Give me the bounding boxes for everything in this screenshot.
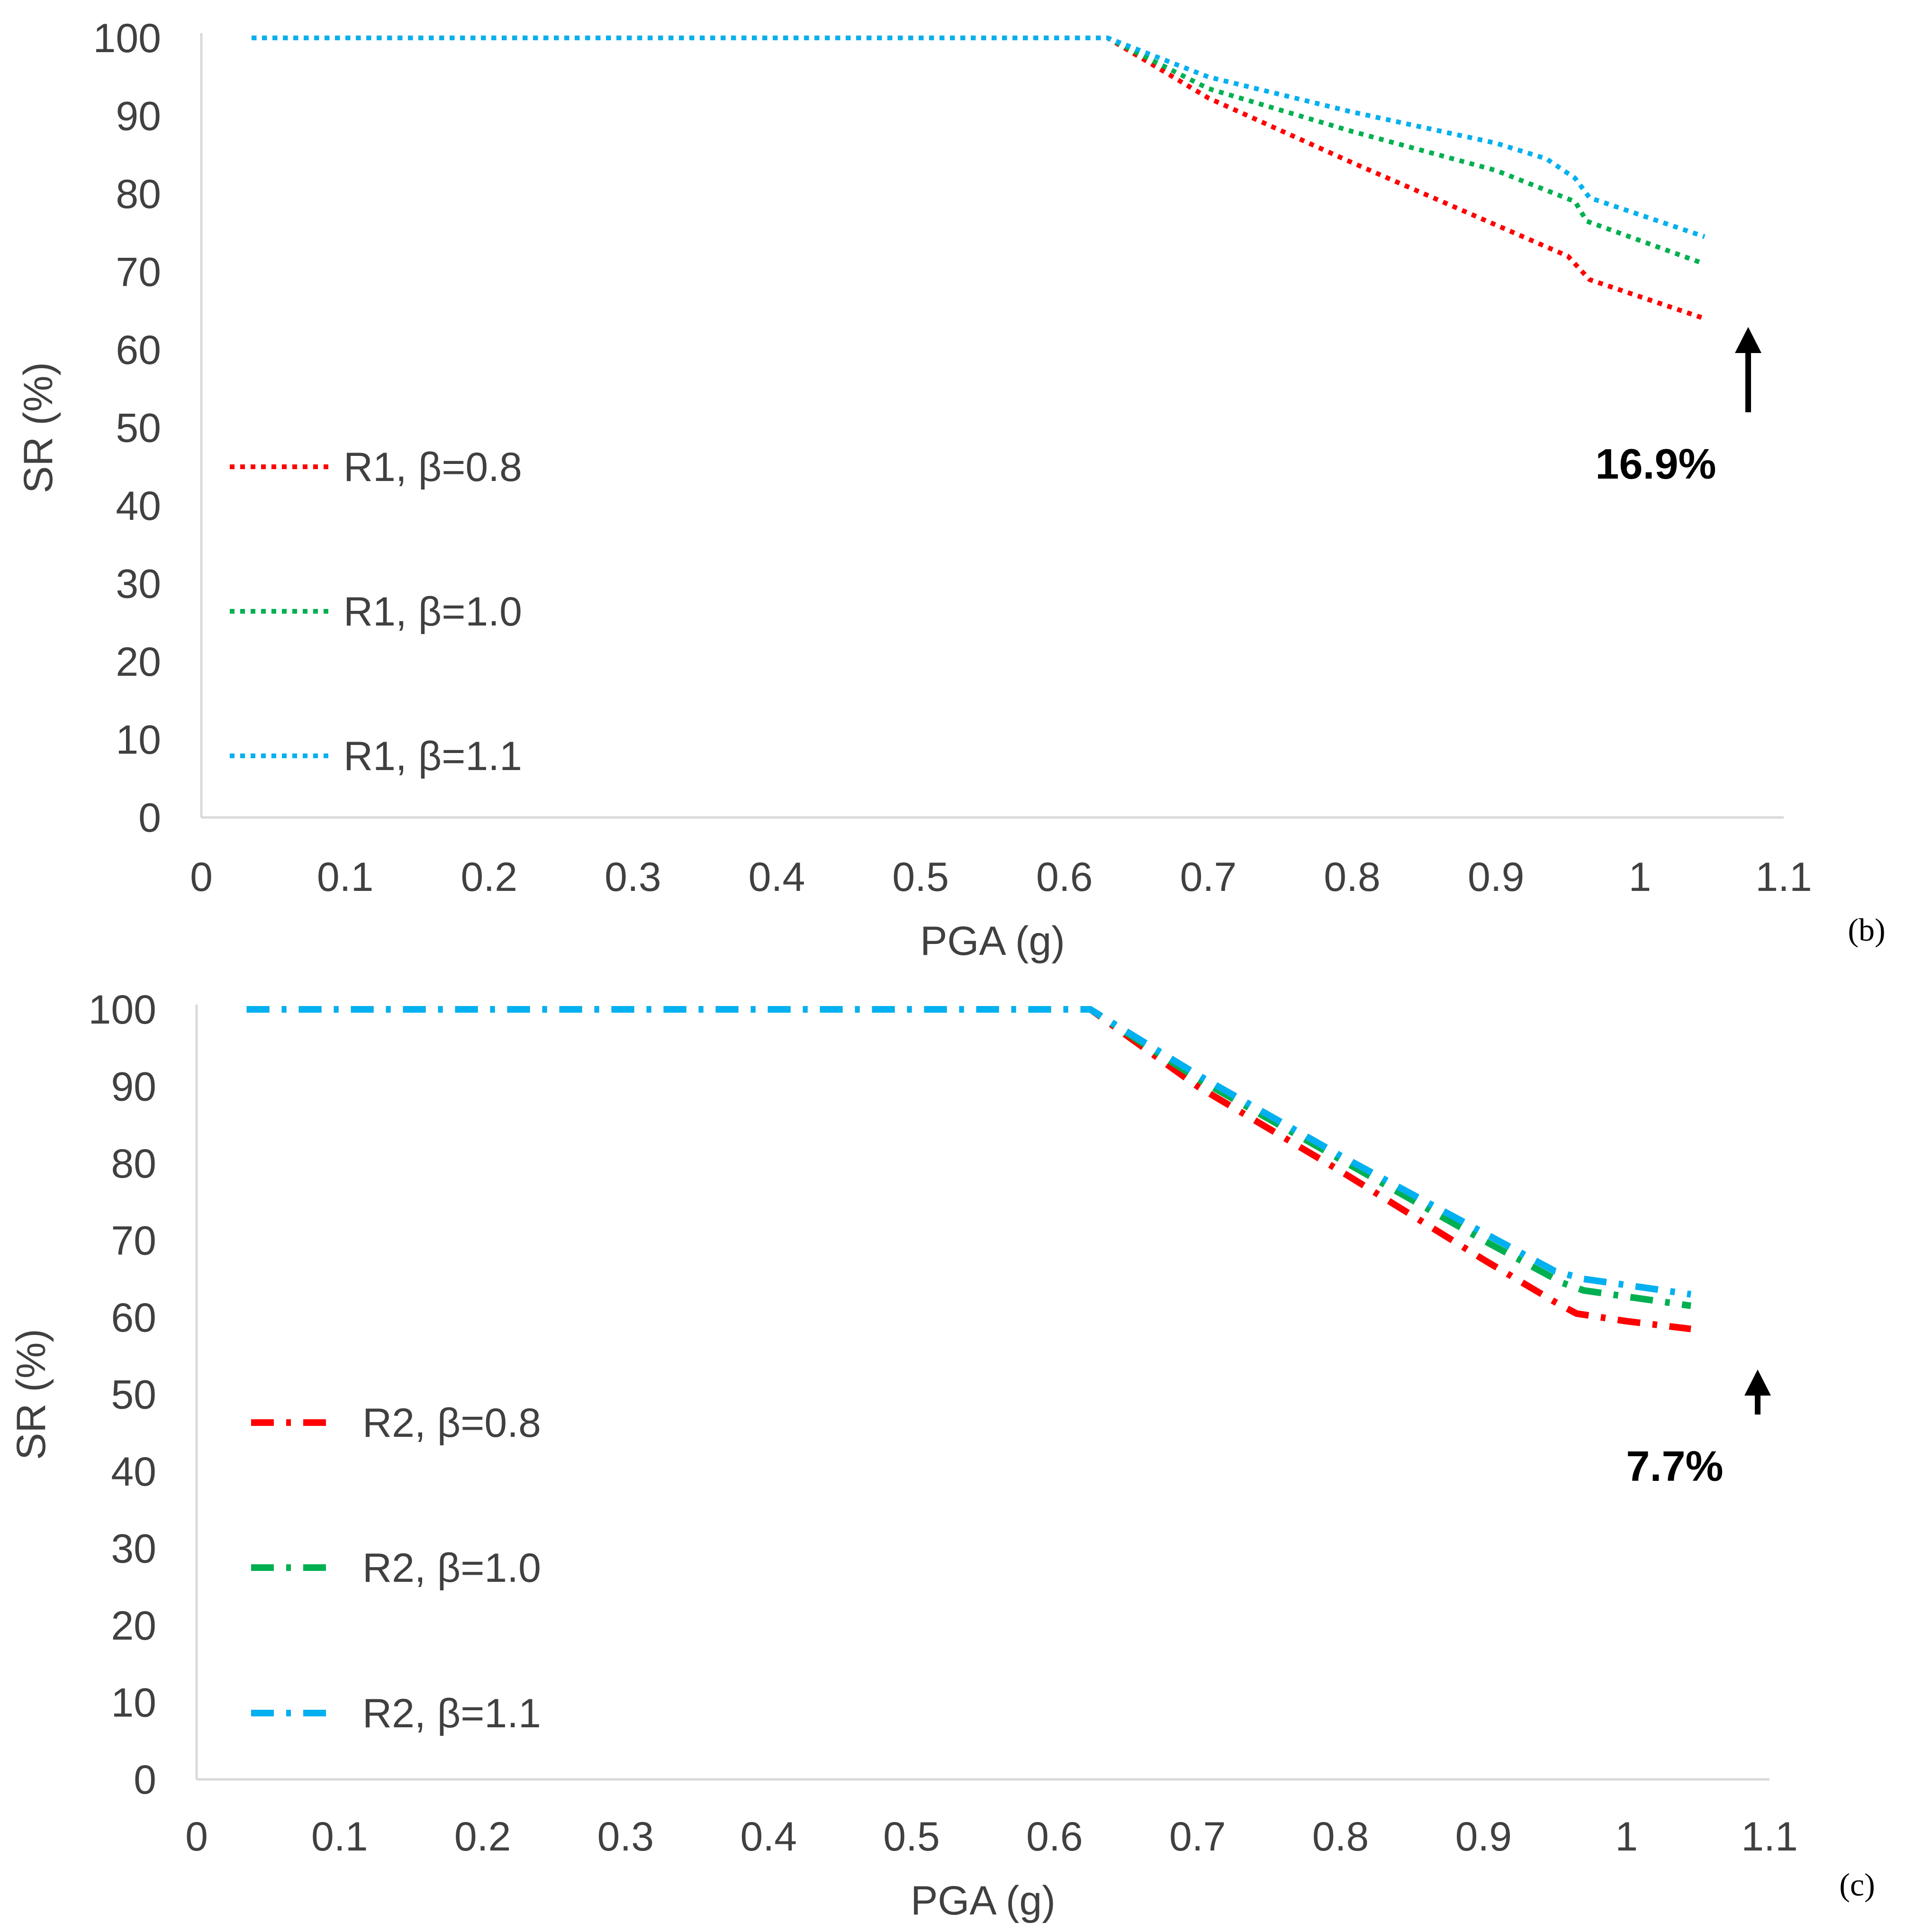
panel-label: (b) bbox=[1848, 912, 1885, 948]
x-tick-label: 0 bbox=[185, 1814, 208, 1859]
y-tick-label: 30 bbox=[116, 562, 161, 607]
y-tick-label: 100 bbox=[89, 987, 157, 1033]
annotation-label: 16.9% bbox=[1595, 441, 1716, 488]
legend-label-2: R2, β=1.0 bbox=[362, 1545, 541, 1591]
x-tick-label: 1 bbox=[1615, 1814, 1638, 1859]
y-tick-label: 100 bbox=[93, 16, 162, 61]
legend-label-1: R1, β=0.8 bbox=[343, 444, 522, 490]
annotation-label: 7.7% bbox=[1626, 1443, 1723, 1490]
x-tick-label: 0.7 bbox=[1180, 854, 1237, 900]
x-tick-label: 0.4 bbox=[740, 1814, 797, 1859]
annotation-arrowhead bbox=[1735, 327, 1761, 353]
x-axis-title: PGA (g) bbox=[911, 1878, 1056, 1923]
series-line-3 bbox=[252, 36, 1706, 239]
y-tick-label: 70 bbox=[116, 250, 161, 295]
legend-label-3: R1, β=1.1 bbox=[343, 734, 522, 779]
y-tick-label: 10 bbox=[116, 717, 161, 763]
x-tick-label: 1.1 bbox=[1741, 1814, 1798, 1859]
annotation-arrowhead bbox=[1744, 1370, 1771, 1396]
legend-label-1: R2, β=0.8 bbox=[362, 1400, 541, 1446]
y-axis-title: SR (%) bbox=[16, 362, 61, 493]
x-tick-label: 0.9 bbox=[1468, 854, 1525, 900]
legend-label-3: R2, β=1.1 bbox=[362, 1691, 541, 1736]
x-tick-label: 0.6 bbox=[1036, 854, 1093, 900]
x-tick-label: 0.2 bbox=[454, 1814, 511, 1859]
series-line-1 bbox=[246, 1006, 1691, 1333]
x-axis-title: PGA (g) bbox=[920, 918, 1065, 964]
y-tick-label: 60 bbox=[116, 327, 161, 373]
y-tick-label: 90 bbox=[111, 1064, 156, 1110]
y-tick-label: 80 bbox=[116, 172, 161, 217]
x-tick-label: 0.3 bbox=[605, 854, 661, 900]
x-tick-label: 0.2 bbox=[460, 854, 517, 900]
series-line-2 bbox=[246, 1006, 1691, 1309]
y-tick-label: 50 bbox=[116, 406, 161, 451]
y-tick-label: 90 bbox=[116, 94, 161, 139]
y-tick-label: 50 bbox=[111, 1372, 156, 1418]
y-tick-label: 20 bbox=[116, 639, 161, 685]
x-tick-label: 0.8 bbox=[1312, 1814, 1369, 1859]
x-tick-label: 0.3 bbox=[597, 1814, 654, 1859]
y-tick-label: 0 bbox=[134, 1757, 156, 1803]
x-tick-label: 0.7 bbox=[1169, 1814, 1226, 1859]
y-tick-label: 70 bbox=[111, 1218, 156, 1264]
y-tick-label: 40 bbox=[116, 483, 161, 529]
x-tick-label: 0.5 bbox=[883, 1814, 940, 1859]
x-tick-label: 0 bbox=[190, 854, 213, 900]
y-tick-label: 80 bbox=[111, 1141, 156, 1187]
series-line-2 bbox=[252, 36, 1706, 266]
y-tick-label: 40 bbox=[111, 1449, 156, 1495]
series-line-3 bbox=[246, 1006, 1691, 1298]
x-tick-label: 0.9 bbox=[1455, 1814, 1512, 1859]
x-tick-label: 0.1 bbox=[311, 1814, 368, 1859]
y-tick-label: 10 bbox=[111, 1680, 156, 1726]
legend-label-2: R1, β=1.0 bbox=[343, 589, 522, 635]
x-tick-label: 0.1 bbox=[317, 854, 374, 900]
x-tick-label: 0.4 bbox=[749, 854, 805, 900]
x-tick-label: 1.1 bbox=[1755, 854, 1812, 900]
y-tick-label: 0 bbox=[138, 795, 161, 841]
y-tick-label: 30 bbox=[111, 1526, 156, 1572]
x-tick-label: 0.6 bbox=[1026, 1814, 1083, 1859]
series-line-1 bbox=[252, 36, 1706, 321]
panel-label: (c) bbox=[1839, 1867, 1875, 1903]
y-tick-label: 20 bbox=[111, 1603, 156, 1649]
x-tick-label: 0.5 bbox=[892, 854, 949, 900]
x-tick-label: 1 bbox=[1628, 854, 1651, 900]
x-tick-label: 0.8 bbox=[1324, 854, 1381, 900]
chart-panel-b: 0 10 20 30 40 50 60 70 80 90 100 0 0.1 0.2 0.3 0.4 0.5 0.… bbox=[16, 16, 1886, 964]
y-tick-label: 60 bbox=[111, 1295, 156, 1341]
y-axis-title: SR (%) bbox=[9, 1329, 54, 1460]
chart-panel-c: 0 10 20 30 40 50 60 70 80 90 100 0 0.1 0.2 0.3 0.4 0.5 0.… bbox=[9, 987, 1875, 1923]
